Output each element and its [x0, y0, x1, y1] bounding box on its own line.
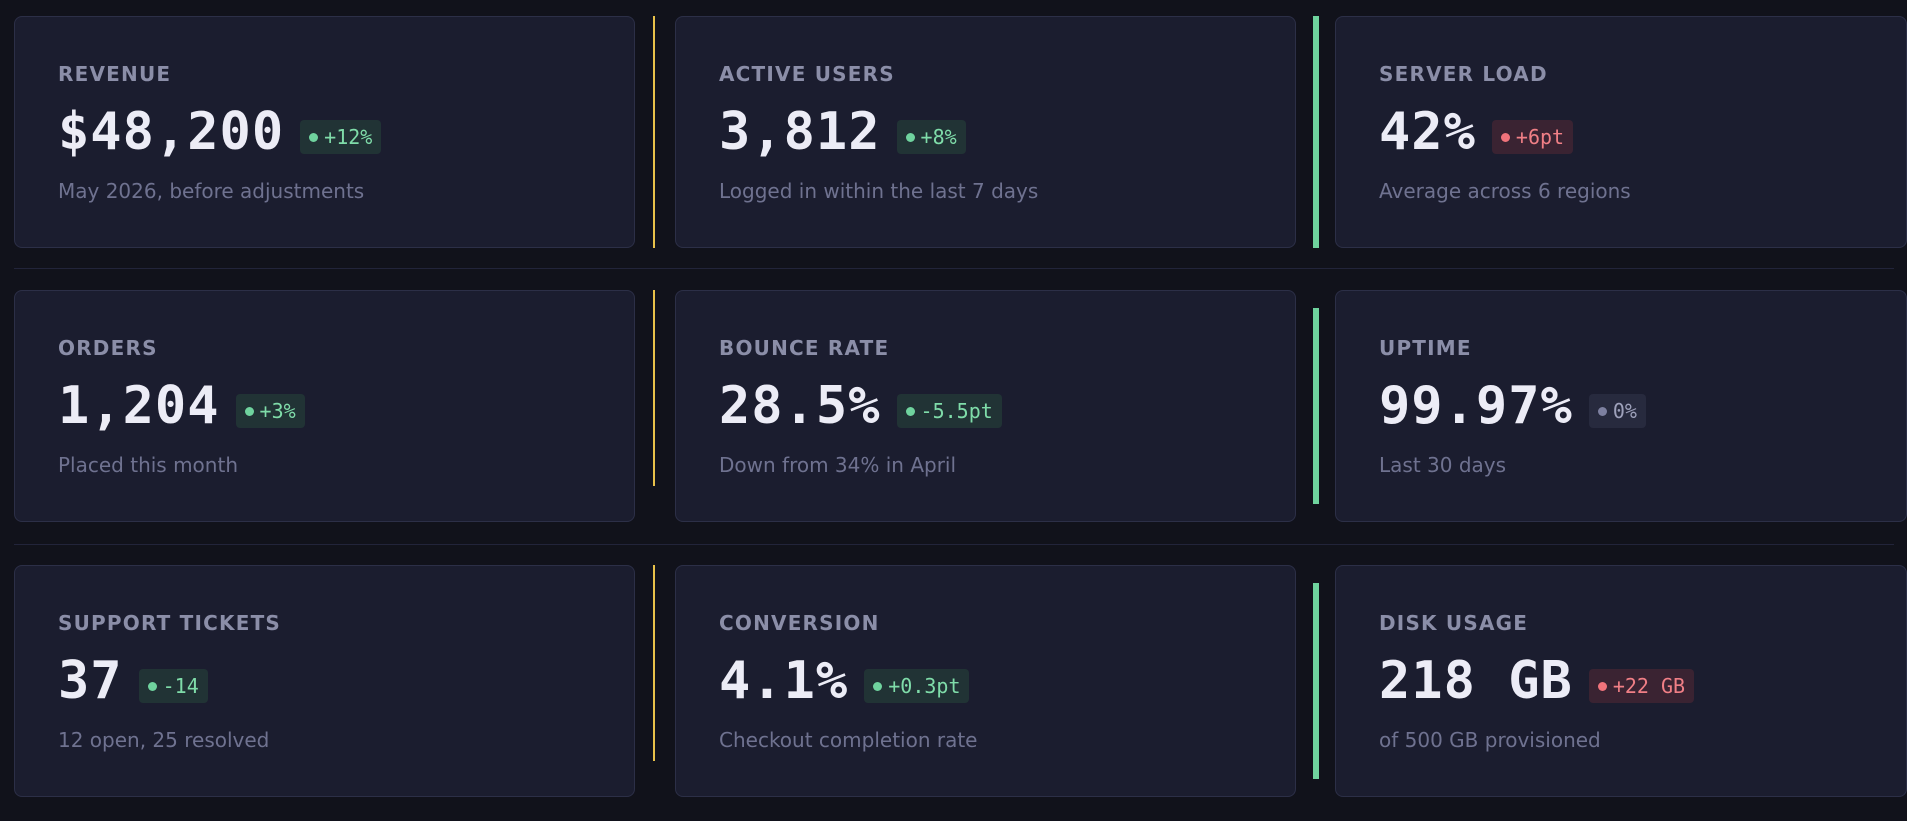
- delta-text: -5.5pt: [920, 399, 993, 423]
- kpi-label: BOUNCE RATE: [719, 336, 890, 360]
- column-divider: [1313, 583, 1319, 779]
- status-dot-icon: [309, 132, 319, 142]
- column-divider: [653, 290, 655, 486]
- kpi-label: REVENUE: [58, 62, 172, 86]
- kpi-subtitle: Down from 34% in April: [719, 453, 957, 477]
- kpi-value: 3,812: [719, 102, 881, 162]
- row-divider: [14, 268, 1894, 269]
- kpi-label: SUPPORT TICKETS: [58, 611, 282, 635]
- kpi-label: SERVER LOAD: [1379, 62, 1548, 86]
- status-dot-icon: [905, 406, 915, 416]
- kpi-value: 1,204: [58, 376, 220, 436]
- kpi-row: SUPPORT TICKETS 37 -14 12 open, 25 resol…: [14, 565, 1907, 799]
- kpi-label: ORDERS: [58, 336, 158, 360]
- kpi-value: 28.5%: [719, 376, 881, 436]
- delta-text: +3%: [259, 399, 296, 423]
- kpi-subtitle: Logged in within the last 7 days: [719, 179, 1039, 203]
- kpi-card-orders: ORDERS 1,204 +3% Placed this month: [14, 290, 635, 522]
- delta-text: +22 GB: [1612, 674, 1686, 698]
- delta-text: +8%: [920, 125, 957, 149]
- kpi-value: 37: [58, 651, 123, 711]
- delta-badge: +6pt: [1491, 120, 1574, 154]
- status-dot-icon: [147, 681, 157, 691]
- status-dot-icon: [1597, 406, 1607, 416]
- status-dot-icon: [873, 681, 883, 691]
- kpi-card-active-users: ACTIVE USERS 3,812 +8% Logged in within …: [675, 16, 1296, 248]
- kpi-subtitle: of 500 GB provisioned: [1379, 728, 1601, 752]
- delta-badge: +3%: [235, 394, 305, 428]
- delta-badge: +0.3pt: [864, 669, 970, 703]
- kpi-label: UPTIME: [1379, 336, 1472, 360]
- kpi-value: 218 GB: [1379, 651, 1573, 711]
- kpi-value: 42%: [1379, 102, 1476, 162]
- delta-text: +12%: [324, 125, 373, 149]
- column-divider: [653, 16, 655, 248]
- kpi-value: 99.97%: [1379, 376, 1573, 436]
- kpi-value: 4.1%: [719, 651, 849, 711]
- status-dot-icon: [905, 132, 915, 142]
- kpi-card-uptime: UPTIME 99.97% 0% Last 30 days: [1335, 290, 1907, 522]
- column-divider: [1313, 308, 1319, 504]
- kpi-card-revenue: REVENUE $48,200 +12% May 2026, before ad…: [14, 16, 635, 248]
- delta-text: +6pt: [1515, 125, 1565, 149]
- kpi-card-disk-usage: DISK USAGE 218 GB +22 GB of 500 GB provi…: [1335, 565, 1907, 797]
- kpi-subtitle: Average across 6 regions: [1379, 179, 1631, 203]
- kpi-value: $48,200: [58, 102, 285, 162]
- kpi-row: ORDERS 1,204 +3% Placed this month BOUNC…: [14, 290, 1907, 524]
- kpi-card-bounce-rate: BOUNCE RATE 28.5% -5.5pt Down from 34% i…: [675, 290, 1296, 522]
- kpi-subtitle: 12 open, 25 resolved: [58, 728, 270, 752]
- delta-text: +0.3pt: [888, 674, 961, 698]
- kpi-label: ACTIVE USERS: [719, 62, 895, 86]
- column-divider: [653, 565, 655, 761]
- kpi-subtitle: Placed this month: [58, 453, 238, 477]
- delta-badge: -5.5pt: [896, 394, 1002, 428]
- delta-badge: +12%: [300, 120, 382, 154]
- column-divider: [1313, 16, 1319, 248]
- kpi-subtitle: Checkout completion rate: [719, 728, 978, 752]
- kpi-card-server-load: SERVER LOAD 42% +6pt Average across 6 re…: [1335, 16, 1907, 248]
- delta-badge: -14: [138, 669, 208, 703]
- delta-text: -14: [162, 674, 199, 698]
- kpi-label: DISK USAGE: [1379, 611, 1529, 635]
- delta-badge: +8%: [896, 120, 966, 154]
- delta-badge: 0%: [1588, 394, 1646, 428]
- status-dot-icon: [244, 406, 254, 416]
- kpi-card-conversion: CONVERSION 4.1% +0.3pt Checkout completi…: [675, 565, 1296, 797]
- status-dot-icon: [1500, 132, 1510, 142]
- delta-badge: +22 GB: [1588, 669, 1695, 703]
- kpi-label: CONVERSION: [719, 611, 880, 635]
- kpi-subtitle: Last 30 days: [1379, 453, 1507, 477]
- kpi-row: REVENUE $48,200 +12% May 2026, before ad…: [14, 16, 1907, 250]
- kpi-card-support-tickets: SUPPORT TICKETS 37 -14 12 open, 25 resol…: [14, 565, 635, 797]
- row-divider: [14, 544, 1894, 545]
- delta-text: 0%: [1612, 399, 1637, 423]
- kpi-subtitle: May 2026, before adjustments: [58, 179, 365, 203]
- status-dot-icon: [1597, 681, 1607, 691]
